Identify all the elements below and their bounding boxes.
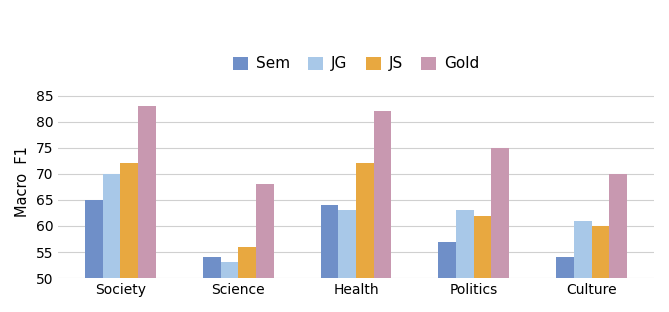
Bar (356, 163, 374, 278)
Legend: Sem, JG, JS, Gold: Sem, JG, JS, Gold (227, 50, 486, 78)
Bar (609, 174, 627, 278)
Bar (320, 205, 339, 278)
Bar (221, 262, 238, 278)
Bar (138, 106, 156, 278)
Bar (120, 163, 138, 278)
Bar (85, 200, 103, 278)
Bar (574, 221, 591, 278)
Bar (256, 184, 274, 278)
Bar (103, 174, 120, 278)
Bar (203, 257, 221, 278)
Bar (374, 111, 391, 278)
Bar (339, 210, 356, 278)
Bar (438, 241, 456, 278)
Bar (238, 247, 256, 278)
Bar (591, 226, 609, 278)
Bar (556, 257, 574, 278)
Y-axis label: Macro  F1: Macro F1 (15, 146, 30, 217)
Bar (456, 210, 474, 278)
Bar (492, 148, 509, 278)
Bar (474, 216, 492, 278)
